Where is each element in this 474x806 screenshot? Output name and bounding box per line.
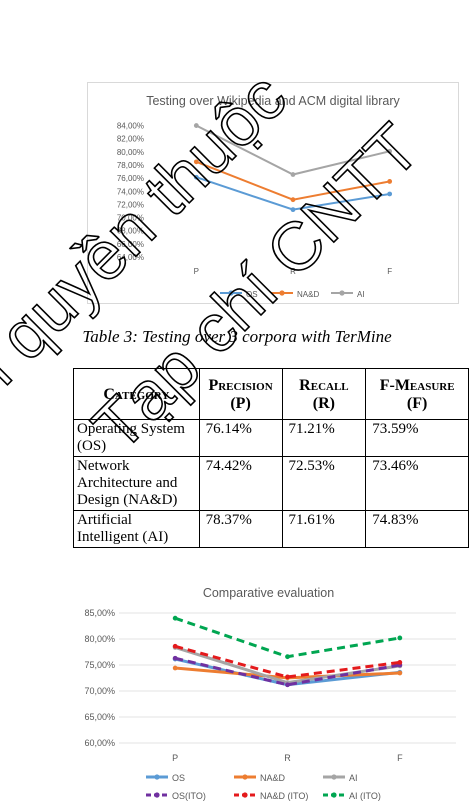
- x-tick-label: P: [194, 267, 199, 276]
- y-tick-label: 70,00%: [84, 686, 115, 696]
- data-point: [290, 197, 296, 203]
- cell-f-measure: 73.59%: [365, 419, 469, 457]
- data-point: [193, 159, 199, 165]
- data-point: [193, 174, 199, 180]
- legend-marker: [242, 774, 248, 780]
- y-tick-label: 66,00%: [117, 240, 144, 249]
- header-f-measure: F-Measure (F): [365, 368, 469, 420]
- data-point: [172, 665, 178, 671]
- cell-f-measure: 74.83%: [365, 510, 469, 548]
- cell-recall: 72.53%: [281, 456, 367, 511]
- legend-marker: [154, 792, 160, 798]
- x-tick-label: R: [284, 753, 291, 763]
- data-point: [397, 635, 403, 641]
- cell-f-measure: 73.46%: [365, 456, 469, 511]
- legend-label: OS: [246, 290, 258, 299]
- data-point: [290, 207, 296, 213]
- series-line: [174, 616, 401, 659]
- x-tick-label: P: [172, 753, 178, 763]
- data-point: [193, 123, 199, 128]
- y-tick-label: 65,00%: [84, 712, 115, 722]
- data-point: [172, 615, 178, 621]
- table-row: Artificial Intelligent (AI) 78.37% 71.61…: [73, 510, 469, 548]
- data-point: [285, 654, 290, 660]
- legend-marker: [339, 290, 345, 296]
- legend-label: OS(ITO): [172, 791, 206, 801]
- legend-marker: [331, 792, 337, 798]
- legend-label: AI: [357, 290, 365, 299]
- series-line: [196, 176, 390, 211]
- data-point: [172, 643, 178, 649]
- legend-marker: [331, 774, 337, 780]
- x-tick-label: F: [397, 753, 403, 763]
- table-header-row: Category Precision (P) Recall (R) F-Measur…: [73, 368, 469, 420]
- cell-recall: 71.21%: [281, 419, 367, 457]
- cell-recall: 71.61%: [281, 510, 367, 548]
- y-tick-label: 70,00%: [117, 214, 144, 223]
- y-tick-label: 85,00%: [84, 608, 115, 618]
- data-point: [285, 682, 290, 688]
- legend-marker: [228, 290, 234, 296]
- y-tick-label: 68,00%: [117, 227, 144, 236]
- x-tick-label: F: [387, 267, 392, 276]
- data-point: [387, 179, 393, 184]
- header-precision: Precision (P): [198, 368, 283, 420]
- data-point: [172, 655, 178, 661]
- header-category: Category: [73, 368, 200, 420]
- chart-title: Testing over Wikipedia and ACM digital l…: [146, 94, 400, 108]
- legend-label: AI (ITO): [349, 791, 381, 801]
- results-table: Category Precision (P) Recall (R) F-Measur…: [73, 368, 469, 548]
- y-tick-label: 72,00%: [117, 200, 144, 209]
- cell-precision: 74.42%: [198, 456, 283, 511]
- table-row: Network Architecture and Design (NA&D) 7…: [73, 456, 469, 511]
- data-point: [290, 172, 296, 177]
- legend-label: NA&D (ITO): [260, 791, 308, 801]
- y-tick-label: 76,00%: [117, 174, 144, 183]
- header-recall: Recall (R): [281, 368, 367, 420]
- legend-label: NA&D: [297, 290, 319, 299]
- chart-title: Comparative evaluation: [203, 586, 334, 600]
- legend-marker: [154, 774, 160, 780]
- chart-wikipedia-acm: Testing over Wikipedia and ACM digital l…: [87, 82, 459, 304]
- legend-label: AI: [349, 773, 358, 783]
- y-tick-label: 80,00%: [117, 148, 144, 157]
- y-tick-label: 78,00%: [117, 161, 144, 170]
- cell-category: Artificial Intelligent (AI): [73, 510, 200, 548]
- y-tick-label: 75,00%: [84, 660, 115, 670]
- data-point: [387, 148, 393, 154]
- chart-comparative-evaluation-svg: Comparative evaluation 60,00% 65,00% 70,00%…: [84, 586, 456, 801]
- cell-precision: 76.14%: [198, 419, 283, 457]
- x-tick-label: R: [290, 267, 296, 276]
- cell-precision: 78.37%: [198, 510, 283, 548]
- data-point: [285, 674, 290, 680]
- series-line: [195, 160, 390, 201]
- chart-wikipedia-acm-svg: Testing over Wikipedia and ACM digital l…: [117, 94, 401, 299]
- legend-label: NA&D: [260, 773, 286, 783]
- data-point: [397, 670, 403, 676]
- cell-category: Operating System (OS): [73, 419, 200, 457]
- y-tick-label: 84,00%: [117, 122, 144, 131]
- chart-comparative-evaluation: Comparative evaluation 60,00% 65,00% 70,00%…: [70, 578, 467, 802]
- legend-label: OS: [172, 773, 185, 783]
- cell-category: Network Architecture and Design (NA&D): [73, 456, 200, 511]
- data-point: [387, 191, 393, 197]
- table-row: Operating System (OS) 76.14% 71.21% 73.5…: [73, 419, 469, 457]
- y-tick-label: 64,00%: [117, 253, 144, 262]
- data-point: [397, 660, 403, 665]
- series-line: [195, 124, 390, 176]
- legend-marker: [279, 290, 285, 296]
- table-caption: Table 3: Testing over 3 corpora with Ter…: [82, 327, 392, 346]
- y-tick-label: 60,00%: [84, 738, 115, 748]
- legend-marker: [242, 792, 248, 798]
- y-tick-label: 80,00%: [84, 634, 115, 644]
- y-tick-label: 74,00%: [117, 187, 144, 196]
- y-tick-label: 82,00%: [117, 135, 144, 144]
